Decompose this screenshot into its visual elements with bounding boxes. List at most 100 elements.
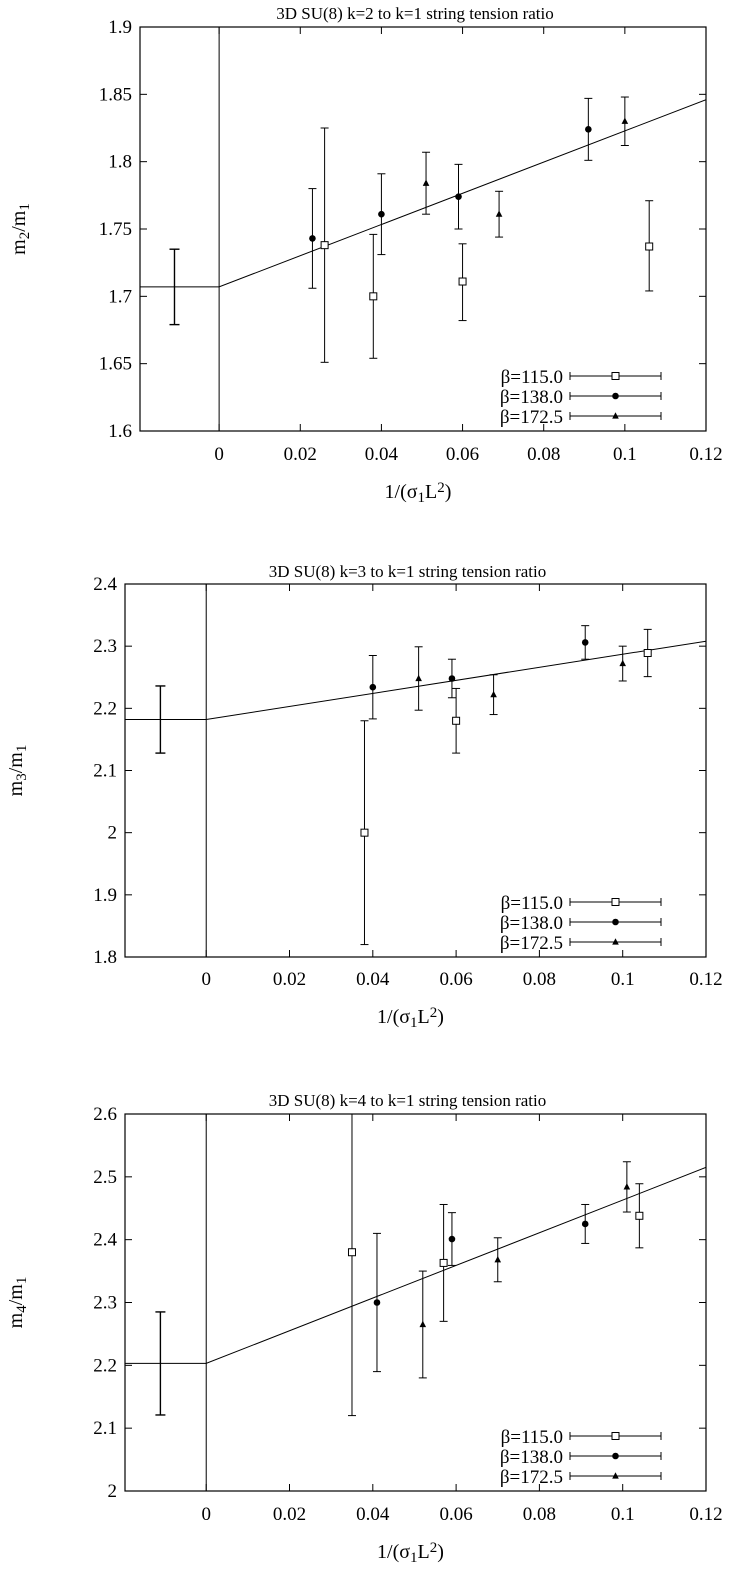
y-tick-label: 2 (108, 823, 118, 844)
x-axis-label: 1/(σ1L2) (377, 1540, 444, 1566)
series-1 (360, 628, 652, 946)
marker-square (643, 649, 652, 658)
plot-area (140, 96, 706, 363)
marker-circle (448, 675, 456, 682)
y-tick-label: 2.5 (93, 1167, 117, 1188)
marker-square (611, 898, 620, 906)
x-tick-label: 0.12 (689, 969, 722, 990)
chart-panel-3: 3D SU(8) k=4 to k=1 string tension ratio… (5, 1091, 723, 1566)
x-tick-label: 0.08 (523, 1504, 556, 1525)
marker-triangle (623, 1183, 631, 1190)
legend-label: β=115.0 (501, 367, 563, 388)
x-axis-label: 1/(σ1L2) (377, 1005, 444, 1031)
x-tick-label: 0.1 (611, 969, 635, 990)
legend-label: β=138.0 (500, 913, 563, 934)
y-tick-label: 1.8 (108, 152, 132, 173)
x-tick-label: 0.08 (523, 969, 556, 990)
legend: β=115.0β=138.0β=172.5 (500, 893, 662, 954)
marker-circle (581, 1220, 589, 1228)
y-tick-label: 1.6 (108, 421, 132, 442)
marker-circle (581, 639, 589, 646)
chart-panel-1: 3D SU(8) k=2 to k=1 string tension ratio… (8, 4, 723, 506)
x-axis-label: 1/(σ1L2) (385, 480, 452, 506)
y-tick-label: 1.9 (93, 885, 117, 906)
marker-circle (378, 210, 385, 218)
x-tick-label: 0.06 (439, 969, 472, 990)
marker-triangle (422, 179, 430, 186)
y-axis-label: m3/m1 (5, 745, 30, 797)
fit-line (140, 99, 706, 288)
marker-square (369, 292, 378, 301)
marker-square (360, 828, 369, 837)
marker-circle (448, 1235, 456, 1243)
marker-triangle (490, 690, 497, 698)
plot-area (125, 625, 706, 946)
fit-line (125, 1166, 706, 1364)
plot-area (125, 1114, 706, 1417)
legend-label: β=115.0 (501, 893, 563, 914)
y-tick-label: 1.75 (99, 219, 132, 240)
marker-triangle (494, 1255, 502, 1263)
marker-square (635, 1211, 644, 1220)
chart-title: 3D SU(8) k=3 to k=1 string tension ratio (269, 562, 546, 581)
marker-triangle (415, 674, 422, 682)
series-2 (372, 1203, 590, 1373)
y-tick-label: 2.3 (93, 636, 117, 657)
marker-square (611, 372, 620, 380)
x-tick-label: 0.08 (527, 444, 560, 465)
chart-panel-2: 3D SU(8) k=3 to k=1 string tension ratio… (5, 562, 723, 1031)
series-1 (320, 127, 654, 363)
x-tick-label: 0.04 (365, 444, 399, 465)
marker-square (439, 1258, 448, 1267)
y-tick-label: 2.2 (93, 1355, 117, 1376)
y-tick-label: 1.85 (99, 84, 132, 105)
y-tick-label: 2.2 (93, 698, 117, 719)
marker-circle (309, 235, 316, 242)
marker-square (645, 242, 654, 251)
x-tick-label: 0.02 (273, 1504, 306, 1525)
y-tick-label: 2.3 (93, 1293, 117, 1314)
marker-triangle (612, 938, 619, 945)
x-tick-label: 0.04 (356, 969, 390, 990)
marker-square (611, 1432, 620, 1440)
marker-triangle (419, 1320, 427, 1328)
series-2 (308, 97, 593, 289)
legend-label: β=115.0 (501, 1427, 563, 1448)
plot-frame (139, 26, 707, 432)
chart-title: 3D SU(8) k=2 to k=1 string tension ratio (276, 4, 553, 23)
x-tick-label: 0.04 (356, 1504, 390, 1525)
marker-triangle (612, 1472, 619, 1479)
y-tick-label: 2.1 (93, 761, 117, 782)
y-tick-label: 1.8 (93, 947, 117, 968)
fit-line (125, 640, 706, 720)
y-tick-label: 1.7 (108, 286, 132, 307)
legend-label: β=138.0 (500, 1447, 563, 1468)
legend-label: β=172.5 (500, 1467, 563, 1488)
marker-triangle (621, 117, 629, 124)
marker-square (452, 716, 461, 725)
marker-circle (612, 392, 619, 400)
x-tick-label: 0 (214, 444, 224, 465)
series-3 (422, 96, 629, 238)
marker-circle (612, 918, 619, 926)
x-tick-label: 0 (201, 969, 211, 990)
marker-circle (373, 1299, 381, 1306)
y-axis-label: m4/m1 (5, 1277, 30, 1329)
y-axis-label: m2/m1 (8, 203, 33, 255)
marker-circle (369, 683, 377, 691)
marker-square (347, 1248, 356, 1257)
series-3 (418, 1161, 631, 1379)
y-tick-label: 2.6 (93, 1104, 117, 1125)
x-tick-label: 0 (201, 1504, 211, 1525)
y-tick-label: 1.9 (108, 17, 132, 38)
x-tick-label: 0.02 (284, 444, 317, 465)
marker-circle (585, 126, 592, 133)
legend-label: β=172.5 (500, 933, 563, 954)
legend: β=115.0β=138.0β=172.5 (500, 1427, 662, 1488)
series-3 (414, 645, 627, 716)
legend-label: β=172.5 (500, 407, 563, 428)
series-1 (347, 1114, 644, 1417)
marker-triangle (612, 412, 619, 419)
x-tick-label: 0.06 (439, 1504, 472, 1525)
